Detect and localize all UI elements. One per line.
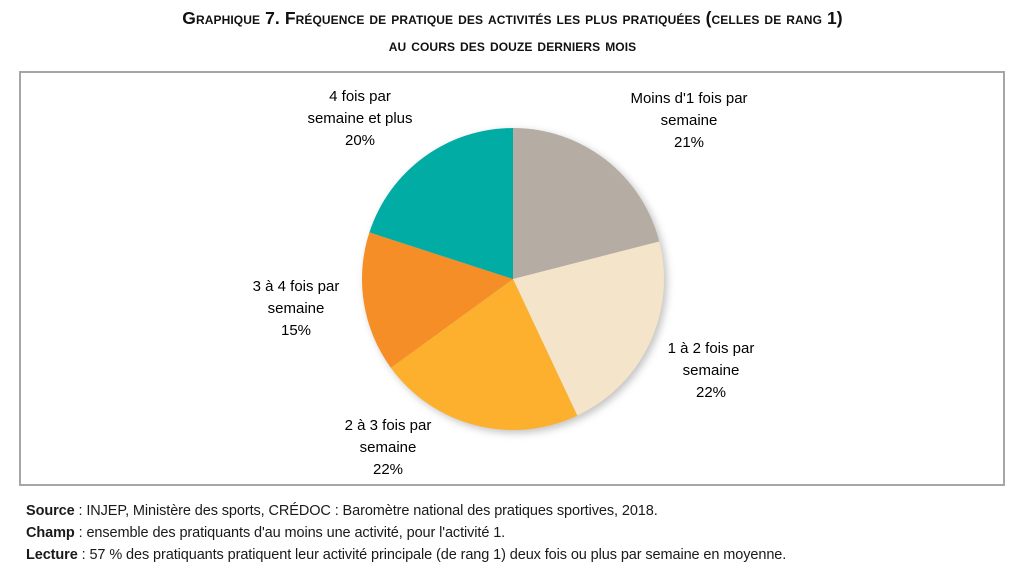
pie-slice-label-5: 4 fois par semaine et plus 20% xyxy=(307,86,412,152)
footnote-lecture-text: : 57 % des pratiquants pratiquent leur a… xyxy=(77,547,787,563)
pie-slice-label-value: 21% xyxy=(673,134,705,151)
pie-slice-5 xyxy=(369,128,513,279)
pie-chart-svg xyxy=(361,128,665,431)
pie-slice-4 xyxy=(361,232,513,368)
footnote-champ-text: : ensemble des pratiquants d'au moins un… xyxy=(74,525,506,541)
footnotes: Source : INJEP, Ministère des sports, CR… xyxy=(26,500,786,566)
pie-slice-label-value: 20% xyxy=(344,132,376,149)
pie-labels: Moins d'1 fois par semaine 21% 1 à 2 fois … xyxy=(21,73,1003,484)
pie-slice-label-text: 4 fois par semaine et plus xyxy=(307,88,413,127)
footnote-champ-label: Champ xyxy=(26,525,75,541)
footnote-lecture-label: Lecture xyxy=(26,547,78,563)
pie-slice-label-value: 22% xyxy=(372,461,404,478)
footnote-source-text: : INJEP, Ministère des sports, CRÉDOC : … xyxy=(74,503,658,519)
chart-area: Moins d'1 fois par semaine 21% 1 à 2 fois … xyxy=(19,71,1005,486)
footnote-source: Source : INJEP, Ministère des sports, CR… xyxy=(26,500,786,522)
chart-title: Graphique 7. Fréquence de pratique des a… xyxy=(0,5,1025,59)
pie-slice-label-value: 22% xyxy=(695,384,727,401)
pie-slice-label-text: Moins d'1 fois par semaine xyxy=(630,90,748,129)
pie-slice-label-value: 15% xyxy=(280,322,312,339)
chart-title-line2: au cours des douze derniers mois xyxy=(388,35,637,55)
pie-slice-label-1: Moins d'1 fois par semaine 21% xyxy=(630,88,747,154)
pie-chart xyxy=(361,128,665,431)
pie-slice-label-text: 3 à 4 fois par semaine xyxy=(252,278,340,317)
pie-slice-1 xyxy=(513,128,660,279)
pie-slice-label-4: 3 à 4 fois par semaine 15% xyxy=(253,276,340,342)
chart-title-line1: Graphique 7. Fréquence de pratique des a… xyxy=(182,8,843,28)
pie-slice-label-2: 1 à 2 fois par semaine 22% xyxy=(668,338,755,404)
pie-slice-label-3: 2 à 3 fois par semaine 22% xyxy=(345,415,432,481)
pie-slice-2 xyxy=(513,241,665,416)
pie-slice-label-text: 1 à 2 fois par semaine xyxy=(667,340,755,379)
footnote-champ: Champ : ensemble des pratiquants d'au mo… xyxy=(26,522,786,544)
footnote-source-label: Source xyxy=(26,503,75,519)
pie-slice-3 xyxy=(390,279,578,431)
footnote-lecture: Lecture : 57 % des pratiquants pratiquen… xyxy=(26,544,786,566)
pie-slice-label-text: 2 à 3 fois par semaine xyxy=(344,417,432,456)
